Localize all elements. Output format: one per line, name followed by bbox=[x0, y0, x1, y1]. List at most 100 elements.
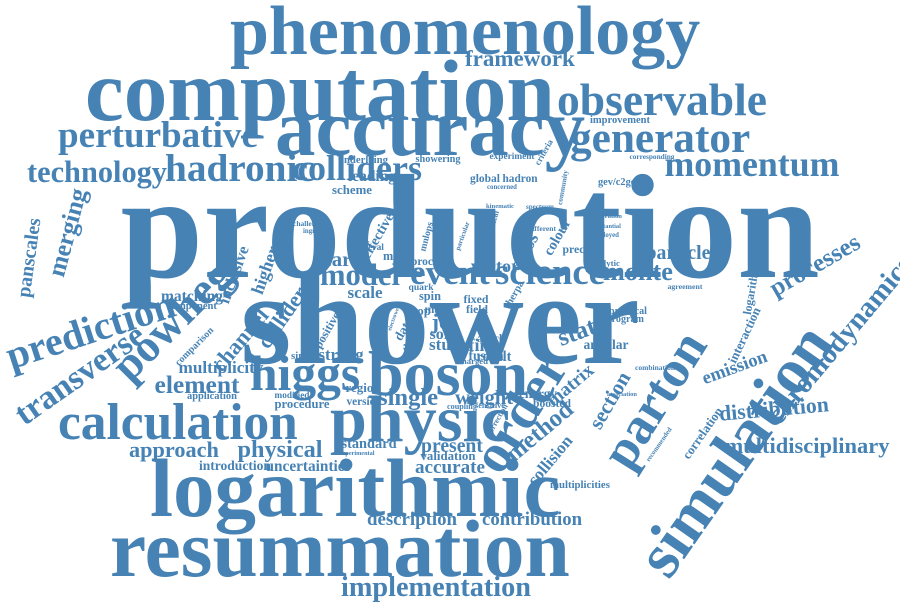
word-ingredient: ingredient bbox=[303, 227, 333, 235]
word-boson: boson bbox=[368, 338, 529, 409]
word-challenge: challenge bbox=[293, 219, 323, 228]
word-application: application bbox=[187, 391, 237, 402]
word-framework: framework bbox=[465, 44, 575, 71]
word-simple: simple bbox=[291, 349, 321, 362]
word-higgs: higgs bbox=[250, 346, 361, 401]
word-experimental: experimental bbox=[339, 450, 375, 457]
word-employed: employed bbox=[591, 231, 619, 239]
word-global: global bbox=[470, 172, 500, 185]
word-science: science bbox=[495, 250, 605, 292]
word-leading: leading bbox=[348, 167, 396, 185]
word-production: production bbox=[120, 145, 820, 310]
word-scale: scale bbox=[347, 282, 383, 302]
word-sensitive: sensitive bbox=[475, 401, 505, 410]
word-spectrum: spectrum bbox=[526, 202, 554, 211]
word-matching: matching bbox=[161, 288, 223, 305]
word-physic: physic bbox=[330, 383, 511, 456]
word-single: single bbox=[378, 383, 439, 411]
word-program: program bbox=[606, 314, 644, 325]
word-phenomenology: phenomenology bbox=[230, 0, 701, 70]
word-different: different bbox=[528, 224, 557, 233]
word-spin: spin bbox=[419, 289, 441, 303]
word-substantial: substantial bbox=[591, 223, 621, 230]
word-model: model bbox=[320, 257, 400, 292]
word-multiplicities: multiplicities bbox=[550, 478, 610, 491]
word-accuracy: accuracy bbox=[275, 82, 586, 173]
word-association: association bbox=[607, 391, 637, 398]
word-element: element bbox=[154, 370, 240, 399]
word-weight: weight bbox=[455, 387, 514, 409]
word-analytic: analytic bbox=[590, 257, 620, 268]
word-underlying: underlying bbox=[338, 153, 388, 166]
word-contribution: contribution bbox=[482, 508, 583, 530]
word-gevc2gevc: gev/c2gev/c bbox=[598, 177, 648, 188]
word-practical: practical bbox=[609, 306, 647, 317]
word-colliders: colliders bbox=[292, 148, 422, 188]
word-proc: proc bbox=[411, 255, 433, 268]
word-top: top bbox=[413, 302, 431, 318]
word-result: result bbox=[476, 349, 512, 365]
word-calculation: calculation bbox=[58, 393, 298, 451]
word-implementation: implementation bbox=[341, 572, 531, 603]
word-technology: technology bbox=[27, 155, 167, 189]
word-kinematic: kinematic bbox=[486, 202, 514, 210]
word-charged: charged bbox=[458, 355, 489, 366]
word-validation: validation bbox=[420, 448, 476, 463]
word-general: general bbox=[354, 242, 384, 253]
word-study: study bbox=[429, 334, 470, 354]
word-monte: monte bbox=[603, 257, 673, 286]
word-carlo: carlo bbox=[322, 248, 368, 271]
word-precise: precise bbox=[562, 243, 598, 256]
word-hadron: hadron bbox=[502, 172, 538, 185]
word-experiment: experiment bbox=[489, 151, 535, 162]
word-uncertainties: uncertainties bbox=[265, 457, 351, 475]
word-particle: particle bbox=[645, 242, 711, 264]
word-mass: mass bbox=[424, 302, 450, 316]
word-generation: generation bbox=[592, 212, 622, 220]
word-accurate: accurate bbox=[415, 456, 486, 478]
word-energy: energy bbox=[519, 385, 557, 401]
word-boosted: boosted bbox=[533, 397, 571, 410]
word-observable: observable bbox=[557, 74, 768, 125]
word-quark: quark bbox=[408, 282, 434, 293]
word-present: present bbox=[421, 435, 483, 457]
word-momentum: momentum bbox=[664, 144, 840, 184]
word-logarithmic: logarithmic bbox=[150, 441, 561, 534]
word-jet: jet bbox=[431, 308, 457, 334]
word-standard: standard bbox=[341, 436, 397, 452]
word-multiplicity: multiplicity bbox=[178, 357, 264, 377]
word-procedure: procedure bbox=[274, 396, 330, 411]
word-computation: computation bbox=[85, 41, 555, 139]
word-physical: physical bbox=[237, 436, 323, 463]
word-description: description bbox=[367, 508, 457, 530]
word-concerned: concerned bbox=[487, 183, 517, 191]
word-soft: soft bbox=[429, 326, 455, 343]
word-perturbative: perturbative bbox=[58, 114, 258, 156]
word-fixed: fixed bbox=[463, 292, 489, 306]
word-multidisciplinary: multidisciplinary bbox=[724, 432, 890, 458]
word-fusion: fusion bbox=[468, 347, 504, 363]
word-scheme: scheme bbox=[332, 182, 372, 197]
word-resummation: resummation bbox=[110, 502, 570, 594]
word-hadronic: hadronic bbox=[165, 146, 315, 190]
word-modified: modified bbox=[274, 390, 310, 401]
word-strong: strong bbox=[318, 344, 364, 364]
word-vector: vector bbox=[471, 256, 520, 276]
word-final: final bbox=[468, 335, 504, 355]
word-field: field bbox=[466, 303, 488, 316]
word-angular: angular bbox=[583, 337, 629, 352]
word-shower: shower bbox=[240, 247, 640, 392]
word-generator: generator bbox=[570, 113, 751, 162]
word-showering: showering bbox=[415, 154, 461, 165]
word-version: version bbox=[346, 395, 382, 408]
word-article: article bbox=[477, 332, 507, 345]
word-merging: merging bbox=[42, 184, 93, 280]
word-minlo: minlo bbox=[383, 249, 414, 263]
word-improvement: improvement bbox=[590, 114, 650, 126]
word-agreement: agreement bbox=[667, 282, 703, 291]
word-introduction: introduction bbox=[199, 458, 271, 473]
word-coupling: coupling bbox=[447, 402, 477, 411]
word-panscales: panscales bbox=[12, 216, 46, 299]
word-approach: approach bbox=[129, 437, 219, 462]
